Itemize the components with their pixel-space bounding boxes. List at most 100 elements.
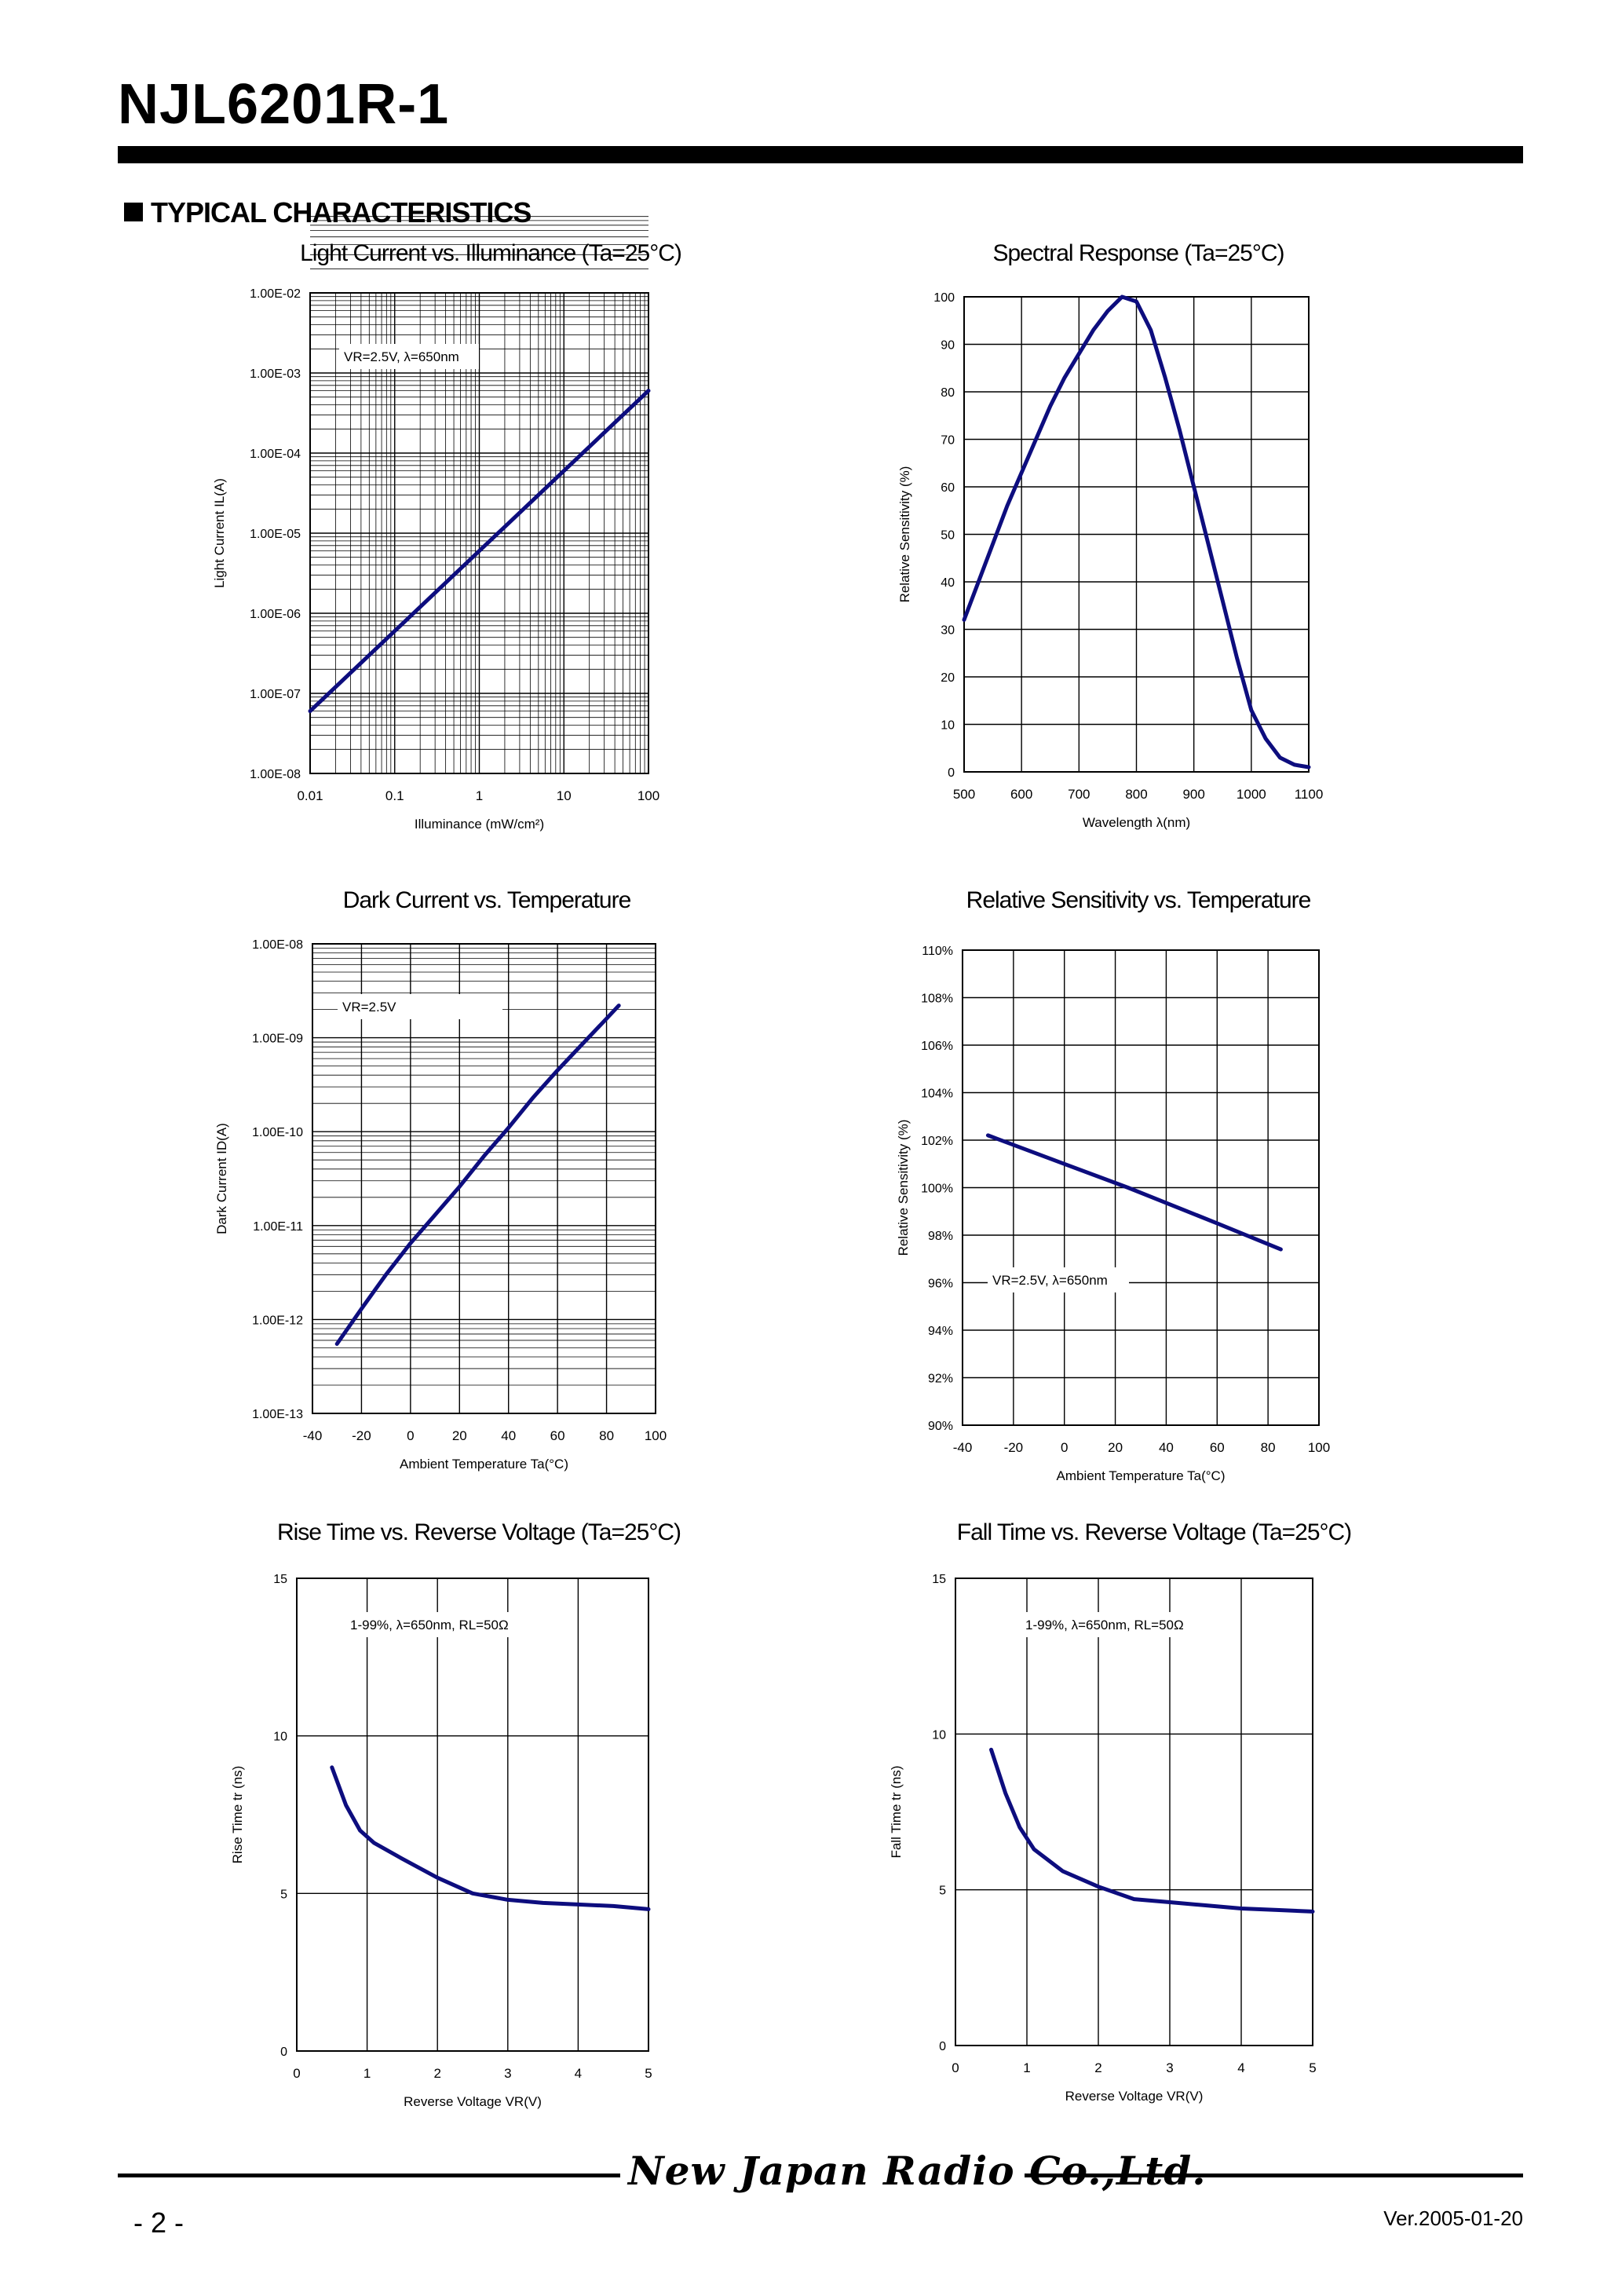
y-tick-label: 100% [921, 1183, 953, 1196]
x-tick-label: 2 [433, 2066, 440, 2081]
x-tick-label: 3 [504, 2066, 511, 2081]
plot-frame [962, 949, 1320, 1426]
y-tick-label: 1.00E-11 [253, 1220, 303, 1234]
y-tick-label: 1.00E-03 [250, 367, 301, 381]
series-line-spectral-response [962, 294, 1311, 770]
y-tick-label: 1.00E-10 [252, 1126, 303, 1139]
chart-relative-sensitivity: -40 -20 0 20 40 60 80 100 110% 108% 106% 104% 102% 10… [896, 945, 1330, 1483]
y-tick-label: 15 [932, 1573, 946, 1586]
y-tick-label: 1.00E-04 [250, 448, 301, 461]
plot-frame [963, 296, 1310, 773]
x-tick-label: 800 [1125, 787, 1147, 802]
y-tick-label: 1.00E-12 [252, 1314, 303, 1327]
footer-rule-left [118, 2174, 620, 2177]
y-tick-label: 96% [928, 1278, 953, 1291]
y-tick-label: 1.00E-05 [250, 528, 301, 541]
chart-title-fall-time: Fall Time vs. Reverse Voltage (Ta=25°C) [956, 1519, 1352, 1545]
y-tick-label: 1.00E-06 [250, 608, 301, 621]
x-tick-label: 0 [407, 1428, 414, 1443]
y-axis-label: Light Current IL(A) [212, 478, 227, 588]
y-tick-label: 0 [939, 2040, 946, 2053]
x-tick-label: 5 [645, 2066, 652, 2081]
y-tick-label: 1.00E-07 [250, 688, 301, 701]
x-tick-label: 2 [1094, 2060, 1101, 2075]
x-tick-label: 0 [293, 2066, 300, 2081]
y-tick-label: 15 [273, 1573, 287, 1586]
y-tick-label: 10 [273, 1731, 287, 1744]
annotation-label: 1-99%, λ=650nm, RL=50Ω [350, 1618, 509, 1632]
x-tick-label: 3 [1166, 2060, 1173, 2075]
series-line-dark-current [334, 1004, 621, 1346]
x-axis-label: Illuminance (mW/cm²) [415, 817, 544, 832]
header-rule [118, 146, 1523, 163]
x-tick-label: 500 [953, 787, 975, 802]
x-tick-label: -20 [352, 1428, 371, 1443]
y-tick-label: 106% [921, 1040, 953, 1053]
x-tick-label: 40 [1159, 1440, 1174, 1455]
y-tick-label: 50 [941, 529, 955, 543]
x-tick-label: 1000 [1237, 787, 1266, 802]
part-number: NJL6201R-1 [118, 73, 450, 136]
page-number: - 2 - [133, 2206, 184, 2239]
x-tick-label: 80 [599, 1428, 614, 1443]
x-tick-label: 60 [550, 1428, 565, 1443]
y-tick-label: 98% [928, 1230, 953, 1243]
annotation-label: VR=2.5V [342, 1000, 396, 1015]
y-tick-label: 10 [932, 1728, 946, 1742]
chart-title-dark-current: Dark Current vs. Temperature [342, 887, 632, 913]
y-axis-label: Fall Time tr (ns) [889, 1765, 904, 1858]
company-logo: New Japan Radio Co.,Ltd. [628, 2148, 1207, 2194]
x-tick-label: 20 [1108, 1440, 1123, 1455]
section-title: TYPICAL CHARACTERISTICS [151, 196, 532, 229]
chart-title-spectral-response: Spectral Response (Ta=25°C) [992, 240, 1284, 266]
annotation-background [1021, 1612, 1185, 1637]
y-tick-label: 10 [941, 719, 955, 733]
annotation-background [988, 1267, 1129, 1292]
series-line-rise-time [330, 1765, 651, 1911]
x-tick-label: 100 [645, 1428, 667, 1443]
plot-frame [312, 943, 656, 1414]
y-tick-label: 92% [928, 1373, 953, 1386]
x-tick-label: 0.01 [297, 788, 323, 803]
version-label: Ver.2005-01-20 [1383, 2206, 1523, 2230]
y-tick-label: 70 [941, 434, 955, 448]
plot-frame [955, 1578, 1313, 2046]
chart-fall-time: 0 1 2 3 4 5 15 10 5 0 1-99%, λ=650nm, RL=50Ω Revers… [889, 1573, 1317, 2104]
x-tick-label: 4 [1237, 2060, 1244, 2075]
x-tick-label: 100 [637, 788, 659, 803]
y-tick-label: 60 [941, 481, 955, 495]
y-tick-label: 40 [941, 576, 955, 590]
x-tick-label: 600 [1010, 787, 1032, 802]
x-tick-label: 20 [452, 1428, 467, 1443]
y-tick-label: 5 [939, 1885, 946, 1898]
x-tick-label: 5 [1309, 2060, 1316, 2075]
x-axis-label: Reverse Voltage VR(V) [404, 2094, 542, 2109]
y-tick-label: 100 [933, 291, 955, 305]
x-axis-label: Wavelength λ(nm) [1083, 815, 1190, 830]
x-tick-label: 700 [1068, 787, 1090, 802]
series-line-light-current [308, 389, 651, 714]
annotation-label: VR=2.5V, λ=650nm [992, 1273, 1108, 1288]
annotation-label: VR=2.5V, λ=650nm [344, 349, 459, 364]
plot-frame [309, 292, 649, 774]
x-tick-label: 4 [575, 2066, 582, 2081]
y-tick-label: 0 [280, 2046, 287, 2059]
chart-title-rise-time: Rise Time vs. Reverse Voltage (Ta=25°C) [276, 1519, 681, 1545]
chart-title-relative-sensitivity: Relative Sensitivity vs. Temperature [966, 887, 1312, 913]
x-tick-label: -40 [953, 1440, 973, 1455]
y-tick-label: 1.00E-09 [252, 1033, 303, 1046]
x-axis-label: Ambient Temperature Ta(°C) [1057, 1468, 1226, 1483]
square-bullet-icon [124, 203, 143, 222]
x-tick-label: 60 [1210, 1440, 1225, 1455]
y-tick-label: 1.00E-13 [252, 1408, 303, 1421]
annotation-background [345, 1612, 510, 1637]
series-line-relative-sensitivity [985, 1133, 1283, 1252]
x-tick-label: 80 [1261, 1440, 1276, 1455]
plot-frame [296, 1578, 649, 2052]
x-tick-label: 1 [1023, 2060, 1030, 2075]
x-tick-label: 0.1 [385, 788, 404, 803]
x-tick-label: -40 [303, 1428, 323, 1443]
y-axis-label: Rise Time tr (ns) [230, 1766, 245, 1864]
y-tick-label: 108% [921, 993, 953, 1006]
